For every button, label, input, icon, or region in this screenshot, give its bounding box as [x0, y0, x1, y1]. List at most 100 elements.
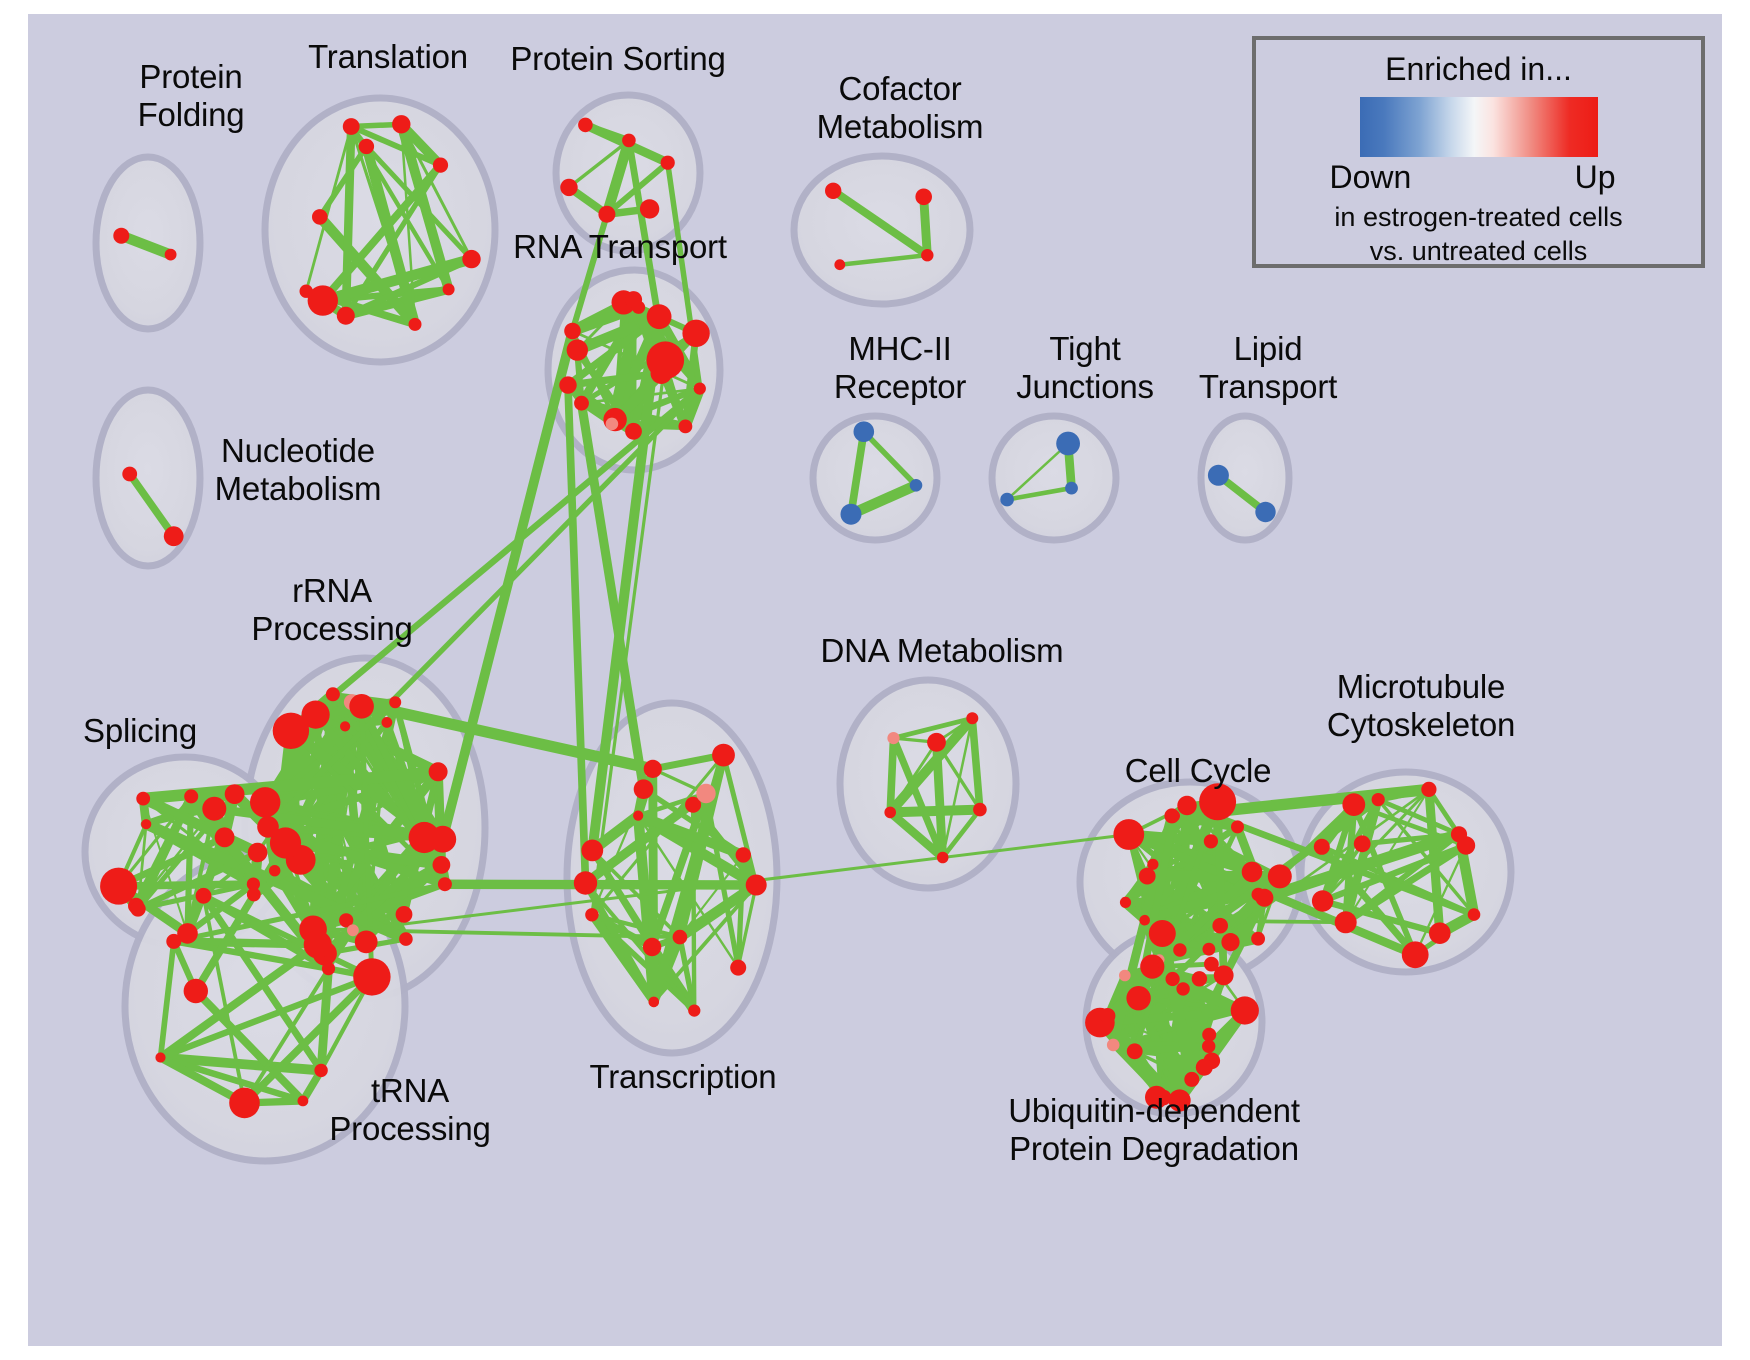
gene-set-node[interactable]: [1202, 1039, 1216, 1054]
gene-set-node[interactable]: [246, 877, 260, 891]
gene-set-node[interactable]: [408, 317, 422, 331]
gene-set-node[interactable]: [347, 924, 359, 937]
cluster-ellipse-cofactor-metabolism[interactable]: [790, 152, 974, 308]
gene-set-node[interactable]: [1199, 783, 1237, 821]
gene-set-node[interactable]: [1231, 820, 1244, 834]
gene-set-node[interactable]: [1195, 1058, 1213, 1076]
gene-set-node[interactable]: [164, 248, 177, 261]
gene-set-node[interactable]: [1429, 922, 1451, 944]
gene-set-node[interactable]: [301, 700, 330, 729]
gene-set-node[interactable]: [312, 209, 328, 225]
gene-set-node[interactable]: [1401, 941, 1429, 969]
gene-set-node[interactable]: [693, 382, 706, 395]
gene-set-node[interactable]: [639, 199, 660, 219]
gene-set-node[interactable]: [1173, 943, 1187, 957]
gene-set-node[interactable]: [625, 422, 642, 440]
gene-set-node[interactable]: [1177, 795, 1197, 816]
gene-set-node[interactable]: [1119, 969, 1131, 982]
gene-set-node[interactable]: [646, 304, 672, 330]
gene-set-node[interactable]: [1056, 431, 1080, 456]
gene-set-node[interactable]: [321, 962, 336, 976]
gene-set-node[interactable]: [915, 188, 932, 206]
gene-set-node[interactable]: [339, 913, 354, 928]
gene-set-node[interactable]: [429, 825, 457, 853]
gene-set-node[interactable]: [585, 908, 599, 922]
gene-set-node[interactable]: [1230, 996, 1259, 1025]
cluster-ellipse-protein-sorting[interactable]: [552, 91, 704, 255]
gene-set-node[interactable]: [136, 791, 151, 806]
gene-set-node[interactable]: [113, 227, 130, 244]
gene-set-node[interactable]: [269, 827, 302, 859]
gene-set-node[interactable]: [559, 376, 577, 394]
gene-set-node[interactable]: [1000, 492, 1014, 507]
gene-set-node[interactable]: [381, 717, 393, 728]
gene-set-node[interactable]: [633, 779, 654, 799]
gene-set-node[interactable]: [840, 503, 862, 525]
gene-set-node[interactable]: [605, 417, 619, 431]
gene-set-node[interactable]: [122, 466, 138, 482]
gene-set-node[interactable]: [1119, 896, 1132, 909]
gene-set-node[interactable]: [130, 901, 146, 917]
gene-set-node[interactable]: [1267, 864, 1292, 889]
gene-set-node[interactable]: [1139, 914, 1150, 926]
gene-set-node[interactable]: [887, 732, 900, 745]
gene-set-node[interactable]: [297, 1095, 309, 1107]
gene-set-node[interactable]: [1164, 808, 1180, 824]
gene-set-node[interactable]: [936, 851, 949, 864]
gene-set-node[interactable]: [574, 395, 589, 411]
gene-set-node[interactable]: [696, 783, 716, 804]
gene-set-node[interactable]: [415, 824, 433, 841]
gene-set-node[interactable]: [336, 306, 355, 325]
gene-set-node[interactable]: [1165, 971, 1180, 987]
gene-set-node[interactable]: [730, 959, 747, 976]
gene-set-node[interactable]: [921, 249, 934, 262]
gene-set-node[interactable]: [633, 810, 644, 821]
gene-set-node[interactable]: [1203, 834, 1218, 849]
gene-set-node[interactable]: [1168, 1089, 1191, 1112]
gene-set-node[interactable]: [642, 937, 662, 957]
gene-set-node[interactable]: [462, 249, 481, 269]
gene-set-node[interactable]: [578, 117, 593, 133]
cluster-ellipse-mhc-ii-receptor[interactable]: [809, 412, 941, 544]
cluster-ellipse-tight-junctions[interactable]: [988, 412, 1120, 544]
gene-set-node[interactable]: [358, 138, 375, 155]
gene-set-node[interactable]: [1221, 933, 1240, 952]
gene-set-node[interactable]: [566, 339, 588, 361]
gene-set-node[interactable]: [927, 732, 946, 752]
gene-set-node[interactable]: [688, 1004, 701, 1017]
gene-set-node[interactable]: [1353, 835, 1371, 853]
gene-set-node[interactable]: [682, 319, 710, 347]
gene-set-node[interactable]: [884, 806, 896, 819]
gene-set-node[interactable]: [1255, 888, 1274, 907]
gene-set-node[interactable]: [246, 887, 261, 902]
gene-set-node[interactable]: [1421, 781, 1437, 798]
gene-set-node[interactable]: [966, 712, 979, 725]
gene-set-node[interactable]: [1184, 1071, 1200, 1087]
gene-set-node[interactable]: [660, 155, 675, 170]
gene-set-node[interactable]: [581, 839, 604, 862]
gene-set-node[interactable]: [1106, 1038, 1120, 1052]
gene-set-node[interactable]: [195, 887, 212, 904]
gene-set-node[interactable]: [229, 1087, 260, 1119]
gene-set-node[interactable]: [973, 802, 987, 817]
gene-set-node[interactable]: [745, 874, 767, 896]
gene-set-node[interactable]: [1099, 1008, 1116, 1024]
gene-set-node[interactable]: [155, 1052, 166, 1063]
gene-set-node[interactable]: [1138, 867, 1156, 885]
gene-set-node[interactable]: [354, 930, 378, 954]
gene-set-node[interactable]: [1191, 971, 1208, 987]
gene-set-node[interactable]: [392, 115, 411, 134]
gene-set-node[interactable]: [437, 877, 452, 892]
gene-set-node[interactable]: [672, 929, 688, 945]
gene-set-node[interactable]: [214, 827, 235, 848]
gene-set-node[interactable]: [560, 178, 578, 197]
gene-set-node[interactable]: [395, 906, 413, 923]
gene-set-node[interactable]: [349, 694, 374, 719]
gene-set-node[interactable]: [1207, 464, 1229, 486]
gene-set-node[interactable]: [1126, 986, 1151, 1011]
gene-set-node[interactable]: [825, 182, 842, 199]
gene-set-node[interactable]: [224, 784, 245, 804]
gene-set-node[interactable]: [1176, 982, 1190, 996]
gene-set-node[interactable]: [598, 205, 616, 223]
gene-set-node[interactable]: [303, 930, 332, 959]
